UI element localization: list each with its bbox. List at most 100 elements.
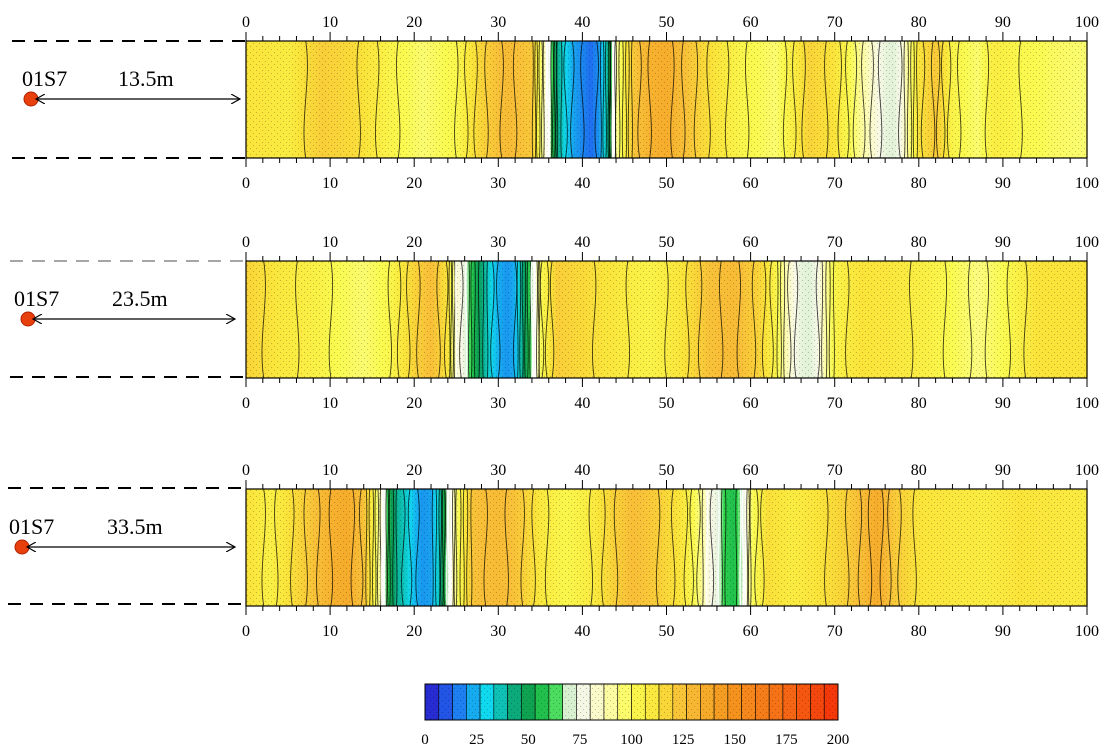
contour-line	[550, 40, 553, 159]
contour-line	[440, 488, 443, 607]
contour-line	[466, 488, 469, 607]
tick-label-bottom: 30	[490, 623, 506, 640]
contour-line	[455, 488, 458, 607]
tick-label-top: 30	[490, 462, 506, 479]
colorbar-tick-label: 150	[724, 732, 747, 748]
contour-line	[967, 260, 973, 379]
contour-line	[553, 40, 556, 159]
contour-line	[538, 260, 541, 379]
contour-line	[464, 260, 468, 379]
contour-line	[396, 260, 402, 379]
tick-label-bottom: 10	[322, 395, 338, 412]
contour-line	[887, 488, 892, 607]
contour-line	[415, 488, 420, 607]
contour-line	[303, 40, 308, 159]
contour-line	[431, 488, 434, 607]
contour-line	[451, 260, 454, 379]
source-marker-2	[20, 311, 36, 327]
contour-line	[473, 40, 478, 159]
contour-line	[290, 488, 295, 607]
contour-line	[821, 260, 824, 379]
contour-line	[392, 488, 395, 607]
contour-line	[877, 40, 883, 159]
contour-line	[376, 488, 380, 607]
panel-2: 0 0 10 10 20 20 30 30 40 40 50 50 60 60 70 70 80 80 90 90 10…	[10, 234, 1099, 412]
contour-line	[627, 40, 630, 159]
contour-line	[516, 260, 519, 379]
contour-line	[869, 40, 874, 159]
source-marker-3	[14, 539, 30, 555]
contour-line	[724, 488, 727, 607]
contour-line	[697, 260, 703, 379]
axes-2: 0 0 10 10 20 20 30 30 40 40 50 50 60 60 70 70 80 80 90 90 10…	[242, 234, 1099, 412]
contour-line	[385, 488, 388, 607]
colorbar-tick-label: 100	[620, 732, 643, 748]
contour-line	[462, 488, 465, 607]
contour-line	[551, 40, 555, 159]
contour-line	[535, 40, 539, 159]
contour-line	[824, 40, 829, 159]
contour-line	[720, 488, 724, 607]
contour-line	[454, 260, 458, 379]
contour-line	[538, 40, 541, 159]
tick-label-top: 80	[911, 462, 927, 479]
contour-line	[454, 40, 459, 159]
contour-line	[696, 488, 701, 607]
contour-line	[544, 260, 550, 379]
contour-line	[946, 40, 952, 159]
contour-line	[303, 488, 308, 607]
tick-label-top: 100	[1075, 234, 1099, 251]
contour-line	[396, 40, 401, 159]
contour-line	[407, 488, 413, 607]
source-marker-1	[23, 91, 39, 107]
colorbar-tick-label: 75	[572, 732, 587, 748]
contour-line	[719, 260, 724, 379]
heatmap-3	[246, 488, 1088, 607]
tick-label-bottom: 10	[322, 623, 338, 640]
contour-line	[436, 260, 441, 379]
contour-line	[828, 260, 831, 379]
contour-line	[717, 488, 720, 607]
tick-label-top: 70	[827, 14, 843, 31]
tick-label-bottom: 80	[911, 175, 927, 192]
contour-line	[444, 260, 449, 379]
contour-line	[328, 488, 334, 607]
panel-1: 0 0 10 10 20 20 30 30 40 40 50 50 60 60 70 70 80 80 90 90 10…	[12, 14, 1099, 192]
contour-line	[387, 488, 390, 607]
contour-line	[909, 260, 914, 379]
tick-label-top: 90	[995, 14, 1011, 31]
tick-label-bottom: 50	[659, 395, 675, 412]
contour-line	[681, 40, 686, 159]
tick-label-top: 40	[574, 14, 590, 31]
tick-label-bottom: 0	[242, 175, 250, 192]
tick-label-top: 100	[1075, 14, 1099, 31]
contour-line	[664, 260, 669, 379]
contour-line	[832, 260, 835, 379]
contour-line	[544, 488, 550, 607]
contour-line	[542, 40, 545, 159]
tick-label-bottom: 90	[995, 623, 1011, 640]
contour-line	[783, 260, 786, 379]
contour-line	[512, 40, 518, 159]
contour-line	[546, 40, 550, 159]
colorbar-tick-label: 175	[775, 732, 798, 748]
contour-line	[613, 488, 619, 607]
tick-label-bottom: 50	[659, 623, 675, 640]
contour-line	[930, 40, 936, 159]
contour-line	[486, 260, 489, 379]
contour-line	[580, 40, 585, 159]
contour-line	[709, 488, 715, 607]
contour-line	[443, 488, 446, 607]
contour-line	[825, 260, 828, 379]
tick-label-top: 100	[1075, 462, 1099, 479]
contour-line	[563, 40, 568, 159]
contour-line	[350, 488, 355, 607]
contour-line	[388, 488, 391, 607]
tick-label-bottom: 40	[574, 623, 590, 640]
tick-label-bottom: 0	[242, 623, 250, 640]
contour-line	[861, 40, 866, 159]
heatmap-1	[246, 40, 1088, 159]
contour-line	[601, 488, 606, 607]
contour-line	[898, 40, 903, 159]
